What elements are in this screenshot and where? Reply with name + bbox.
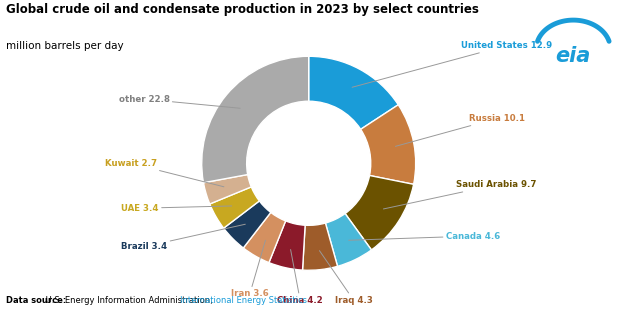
Wedge shape — [302, 223, 338, 270]
Wedge shape — [224, 201, 271, 248]
Text: Data source:: Data source: — [6, 295, 67, 305]
Wedge shape — [269, 221, 305, 270]
Text: UAE 3.4: UAE 3.4 — [122, 204, 232, 213]
Text: Saudi Arabia 9.7: Saudi Arabia 9.7 — [384, 180, 537, 209]
Wedge shape — [210, 187, 260, 228]
Text: million barrels per day: million barrels per day — [6, 41, 124, 51]
Wedge shape — [309, 56, 398, 129]
Wedge shape — [243, 212, 285, 263]
Text: Kuwait 2.7: Kuwait 2.7 — [105, 159, 224, 187]
Text: Iraq 4.3: Iraq 4.3 — [319, 251, 372, 305]
Text: Brazil 3.4: Brazil 3.4 — [122, 224, 245, 251]
Text: other 22.8: other 22.8 — [118, 95, 240, 108]
Text: International Energy Statistics: International Energy Statistics — [180, 295, 307, 305]
Wedge shape — [202, 56, 309, 183]
Wedge shape — [360, 105, 416, 184]
Text: Global crude oil and condensate production in 2023 by select countries: Global crude oil and condensate producti… — [6, 3, 479, 16]
Text: Iran 3.6: Iran 3.6 — [231, 240, 269, 298]
Text: Russia 10.1: Russia 10.1 — [396, 114, 525, 146]
Text: U.S. Energy Information Administration,: U.S. Energy Information Administration, — [43, 295, 215, 305]
Text: China 4.2: China 4.2 — [277, 250, 323, 305]
Text: Canada 4.6: Canada 4.6 — [348, 231, 500, 241]
Wedge shape — [326, 214, 372, 266]
Wedge shape — [203, 175, 251, 204]
Text: United States 12.9: United States 12.9 — [352, 41, 552, 87]
Wedge shape — [345, 176, 414, 250]
Text: eia: eia — [556, 46, 591, 66]
